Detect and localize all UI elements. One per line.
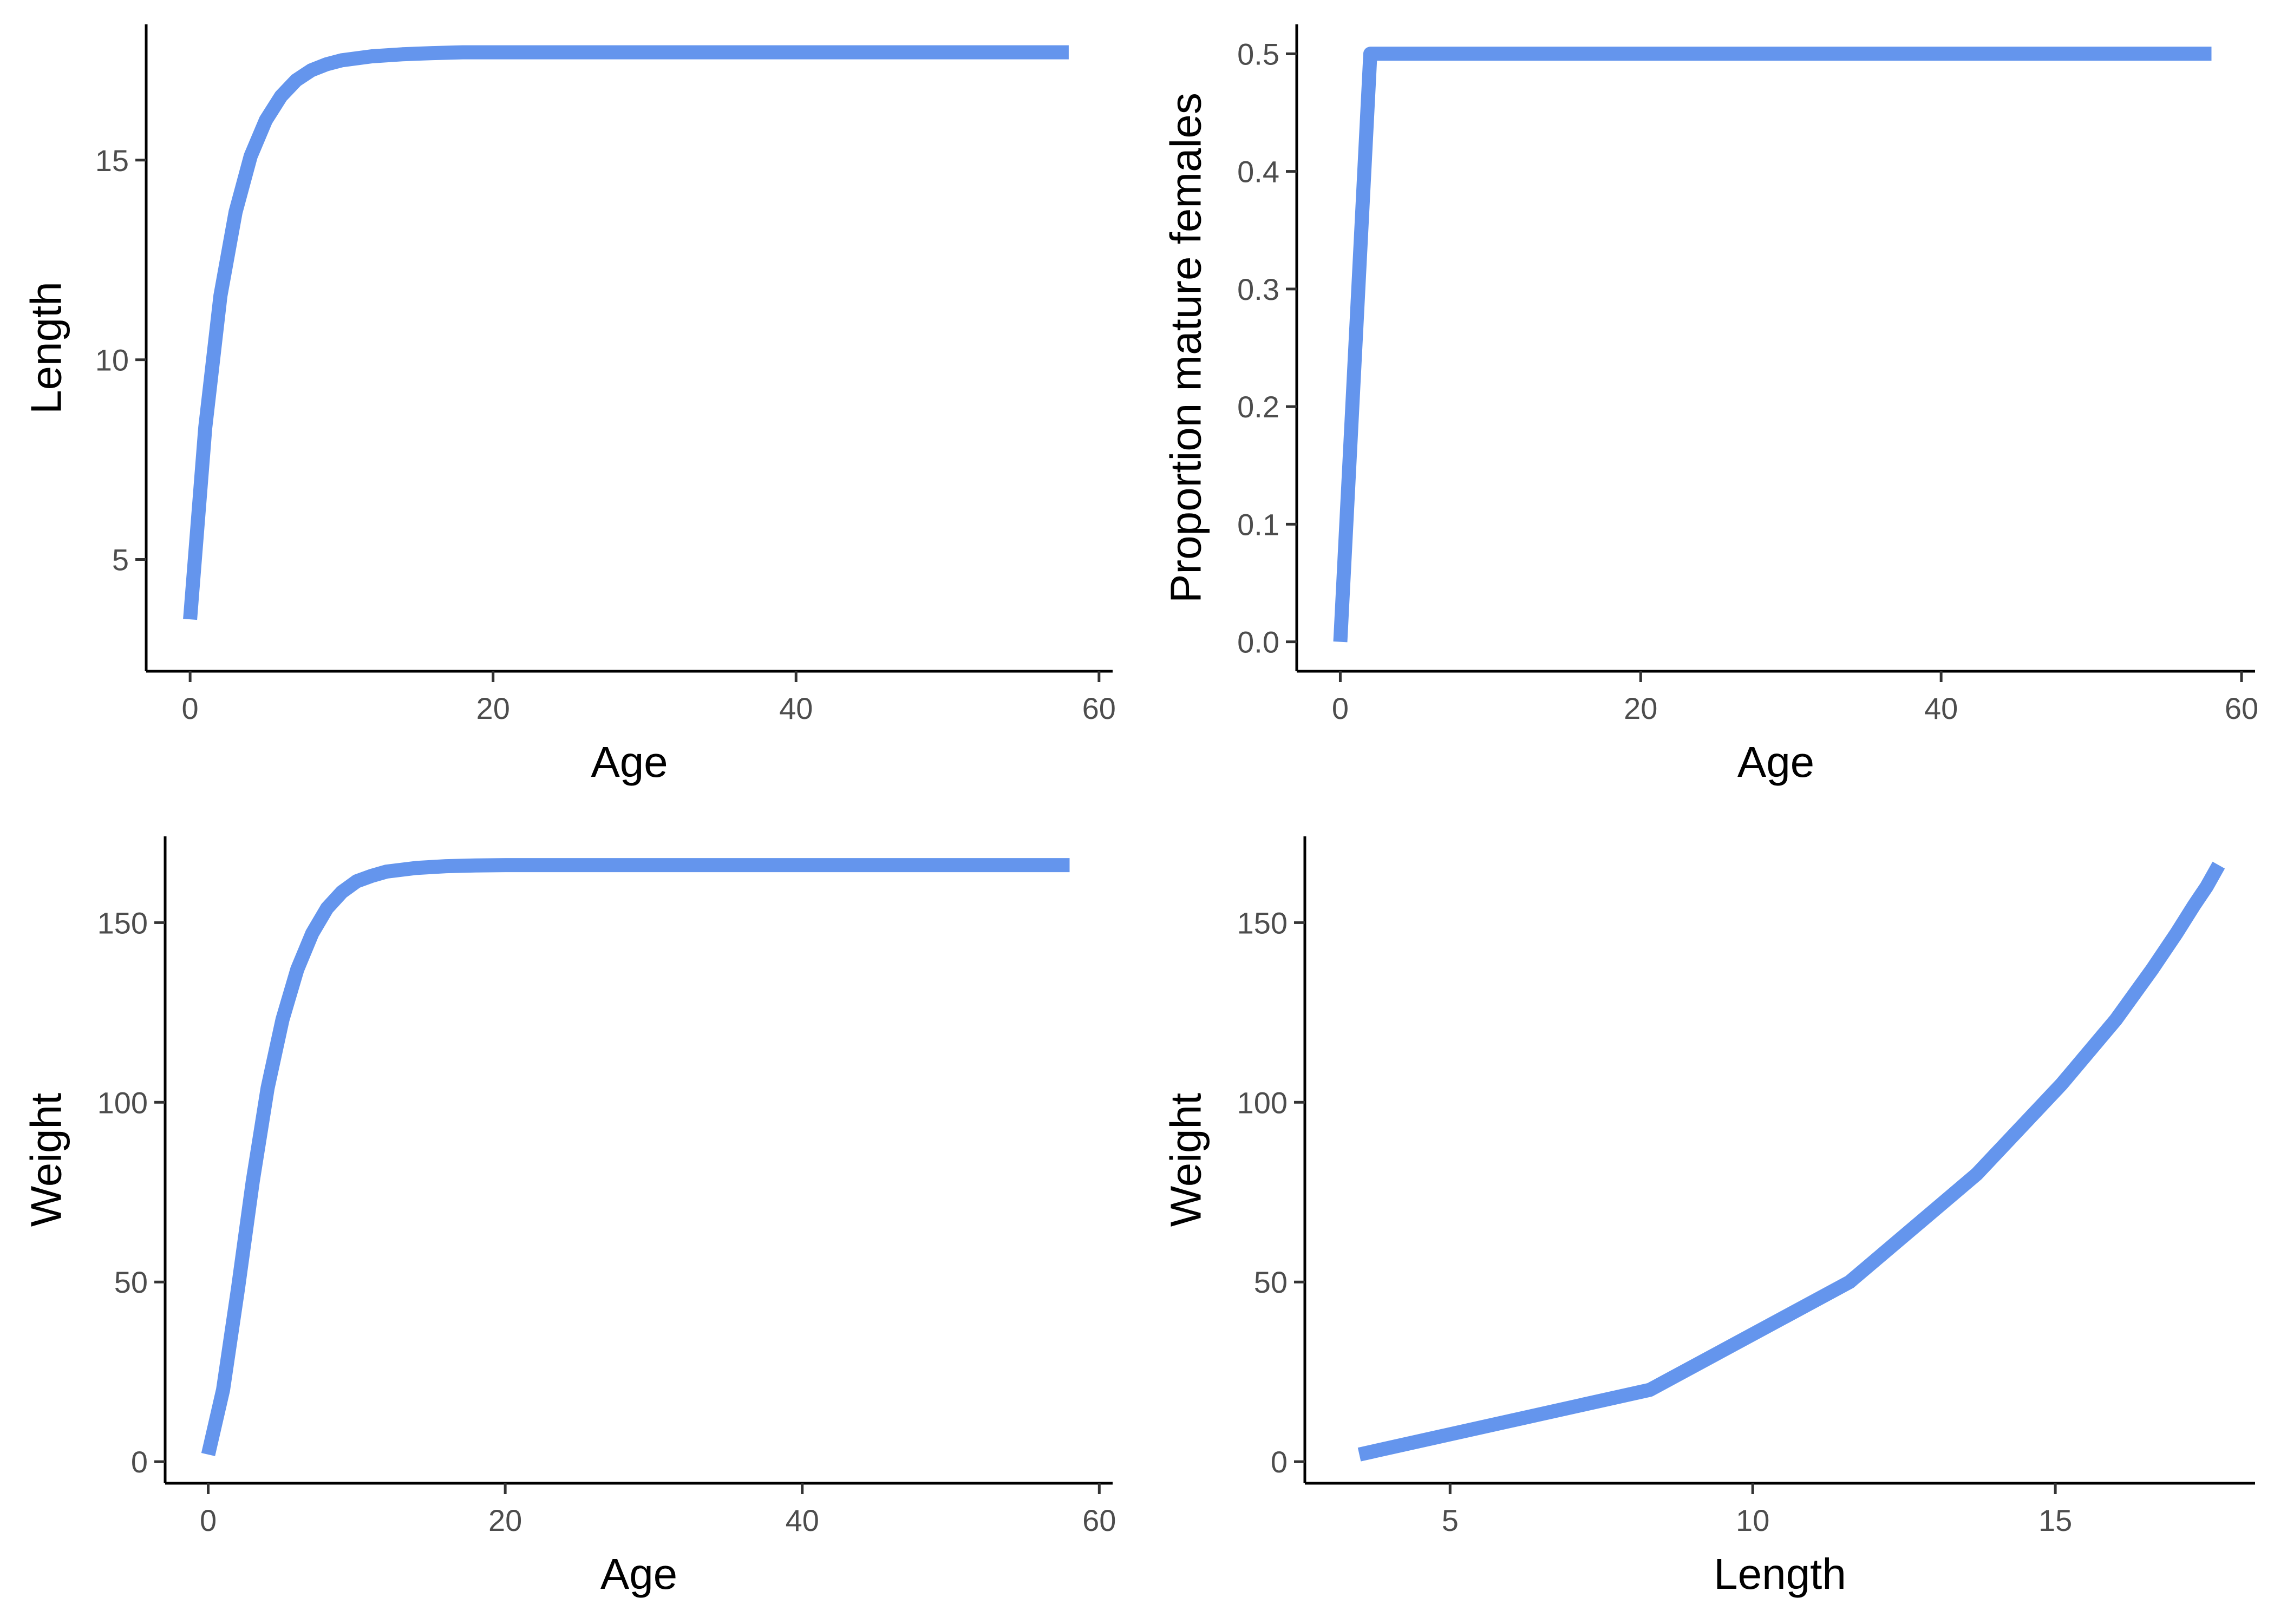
x-tick-label: 20	[488, 1503, 522, 1537]
y-tick-label: 100	[97, 1085, 148, 1119]
plot-area	[146, 24, 1113, 671]
x-tick-label: 60	[2225, 691, 2258, 725]
x-tick-label: 0	[200, 1503, 217, 1537]
y-tick-label: 0.1	[1237, 507, 1279, 541]
y-tick-label: 50	[114, 1265, 148, 1299]
y-axis-title: Proportion mature females	[1162, 93, 1210, 603]
y-axis-title: Length	[22, 281, 70, 414]
y-axis-title: Weight	[1162, 1093, 1210, 1227]
panel-length-age: 0 20 40 60 5 10 15 Age Length	[22, 24, 1116, 786]
x-tick-label: 40	[786, 1503, 819, 1537]
x-tick-label: 0	[182, 691, 199, 725]
x-tick-label: 20	[476, 691, 510, 725]
plot-area	[1297, 24, 2255, 671]
panel-maturity-age: 0 20 40 60 0.0 0.1 0.2 0.3 0.4 0.5 Age Proportion m…	[1162, 24, 2258, 786]
y-tick-label: 0	[1271, 1445, 1288, 1479]
y-tick-label: 150	[97, 906, 148, 940]
y-tick-label: 10	[95, 343, 129, 377]
x-axis-title: Age	[591, 738, 668, 786]
y-tick-label: 150	[1237, 906, 1288, 940]
x-tick-label: 15	[2038, 1503, 2072, 1537]
y-tick-label: 0.5	[1237, 37, 1279, 71]
series-line-maturity-age	[1333, 47, 2212, 643]
y-tick-label: 15	[95, 143, 129, 178]
x-tick-label: 60	[1082, 1503, 1116, 1537]
y-tick-label: 0.4	[1237, 155, 1279, 189]
plot-area	[1305, 836, 2255, 1483]
x-tick-label: 40	[779, 691, 813, 725]
y-tick-label: 0.0	[1237, 625, 1279, 659]
x-axis-title: Age	[1737, 738, 1814, 786]
y-tick-label: 0.2	[1237, 390, 1279, 424]
panel-weight-age: 0 20 40 60 0 50 100 150 Age Weight	[22, 836, 1116, 1598]
series-line-weight-length	[1357, 861, 2225, 1462]
series-line-length-age	[183, 45, 1069, 620]
x-tick-label: 0	[1332, 691, 1349, 725]
x-axis-title: Age	[600, 1550, 677, 1598]
x-axis-title: Length	[1714, 1550, 1846, 1598]
x-tick-label: 10	[1736, 1503, 1769, 1537]
y-axis-title: Weight	[22, 1093, 70, 1227]
y-tick-label: 5	[112, 542, 129, 577]
x-tick-label: 5	[1442, 1503, 1459, 1537]
y-tick-label: 0.3	[1237, 272, 1279, 306]
y-tick-label: 0	[131, 1445, 148, 1479]
plot-area	[165, 836, 1113, 1483]
y-tick-label: 100	[1237, 1085, 1288, 1119]
series-line-weight-age	[201, 858, 1070, 1456]
x-tick-label: 60	[1082, 691, 1116, 725]
x-tick-label: 20	[1624, 691, 1657, 725]
x-tick-label: 40	[1924, 691, 1958, 725]
y-tick-label: 50	[1254, 1265, 1288, 1299]
